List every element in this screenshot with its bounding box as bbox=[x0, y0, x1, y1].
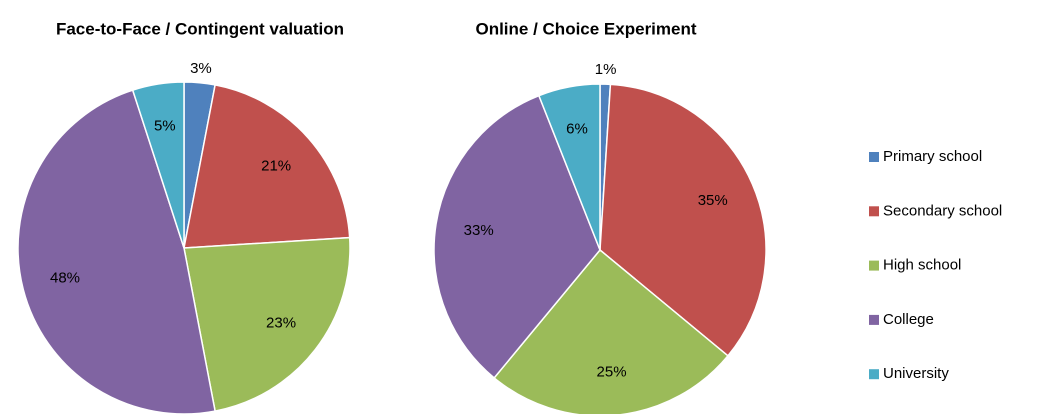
data-label: 6% bbox=[566, 120, 588, 137]
chart-title: Online / Choice Experiment bbox=[475, 19, 696, 38]
data-label: 1% bbox=[595, 61, 617, 78]
legend-swatch bbox=[869, 206, 879, 217]
legend-swatch bbox=[869, 314, 879, 325]
data-label: 33% bbox=[464, 222, 494, 239]
legend-label: Primary school bbox=[883, 148, 982, 165]
data-label: 3% bbox=[190, 60, 212, 77]
legend-label: College bbox=[883, 311, 934, 328]
legend-label: Secondary school bbox=[883, 202, 1002, 219]
pie-slice bbox=[183, 84, 351, 249]
data-label: 25% bbox=[597, 363, 627, 380]
pie-slice bbox=[599, 83, 767, 357]
data-label: 35% bbox=[698, 192, 728, 209]
chart-title: Face-to-Face / Contingent valuation bbox=[56, 19, 344, 38]
legend-label: High school bbox=[883, 257, 961, 274]
pie-slice bbox=[131, 81, 185, 249]
legend-swatch bbox=[869, 260, 879, 271]
data-label: 5% bbox=[154, 118, 176, 135]
pie-slice bbox=[17, 89, 216, 414]
legend-swatch bbox=[869, 369, 879, 380]
legend-label: University bbox=[883, 365, 949, 382]
pie-slice bbox=[433, 94, 601, 379]
legend-swatch bbox=[869, 152, 879, 162]
pie-slice bbox=[493, 248, 729, 414]
pie-slice bbox=[183, 236, 351, 412]
pie-slice bbox=[537, 83, 601, 251]
data-label: 23% bbox=[266, 314, 296, 331]
data-label: 21% bbox=[261, 158, 291, 175]
data-label: 48% bbox=[50, 270, 80, 287]
